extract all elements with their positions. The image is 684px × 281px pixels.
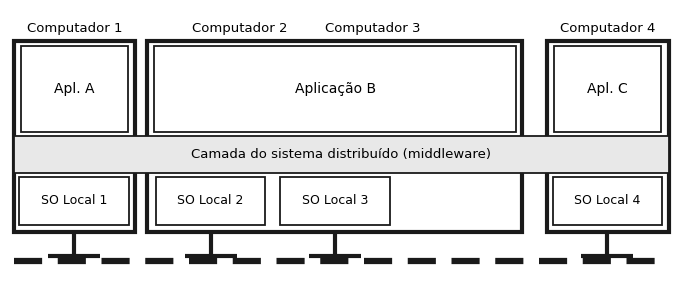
Bar: [21, 46, 128, 132]
Text: SO Local 2: SO Local 2: [177, 194, 244, 207]
Text: Apl. C: Apl. C: [588, 82, 628, 96]
Text: Computador 1: Computador 1: [27, 22, 122, 35]
Bar: [547, 41, 669, 232]
Bar: [553, 177, 662, 225]
Bar: [156, 177, 265, 225]
Text: Computador 2: Computador 2: [192, 22, 287, 35]
Bar: [154, 46, 516, 132]
Bar: [554, 46, 661, 132]
Bar: [147, 41, 522, 232]
Text: Apl. A: Apl. A: [54, 82, 94, 96]
Bar: [14, 136, 669, 173]
Text: SO Local 3: SO Local 3: [302, 194, 369, 207]
Text: SO Local 1: SO Local 1: [40, 194, 107, 207]
Text: Computador 4: Computador 4: [560, 22, 656, 35]
Text: Computador 3: Computador 3: [325, 22, 421, 35]
Bar: [280, 177, 390, 225]
Bar: [19, 177, 129, 225]
Text: SO Local 4: SO Local 4: [574, 194, 641, 207]
Text: Camada do sistema distribuído (middleware): Camada do sistema distribuído (middlewar…: [192, 148, 491, 161]
Text: Aplicação B: Aplicação B: [295, 82, 376, 96]
Bar: [14, 41, 135, 232]
